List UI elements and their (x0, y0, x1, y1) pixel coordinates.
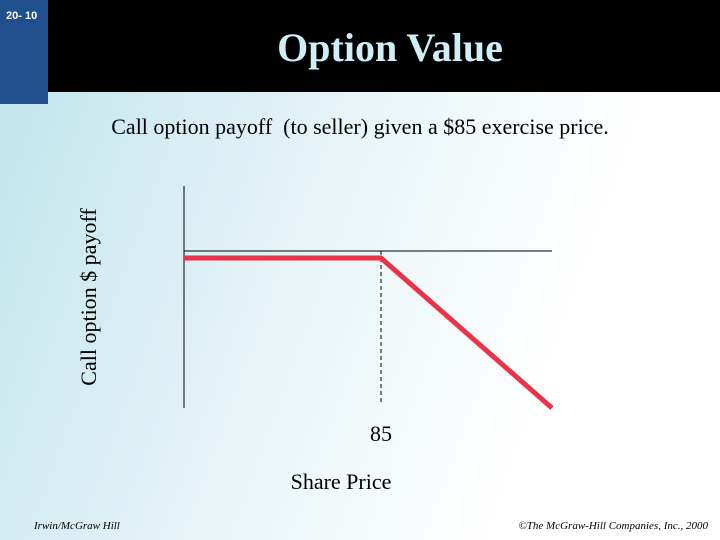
footer-copyright: ©The McGraw-Hill Companies, Inc., 2000 (518, 520, 708, 532)
y-axis-title: Call option $ payoff (76, 208, 101, 386)
x-axis-title: Share Price (291, 469, 392, 494)
footer-publisher: Irwin/McGraw Hill (34, 520, 120, 532)
x-tick-label-85: 85 (370, 421, 392, 446)
title-bar (0, 0, 720, 92)
slide-title: Option Value (277, 25, 503, 70)
slide-number-tab (0, 0, 48, 104)
slide-subtitle: Call option payoff (to seller) given a $… (111, 114, 609, 139)
slide-number: 20- 10 (6, 10, 38, 22)
payoff-series-line-0 (184, 255, 554, 410)
series-layer (184, 255, 554, 410)
